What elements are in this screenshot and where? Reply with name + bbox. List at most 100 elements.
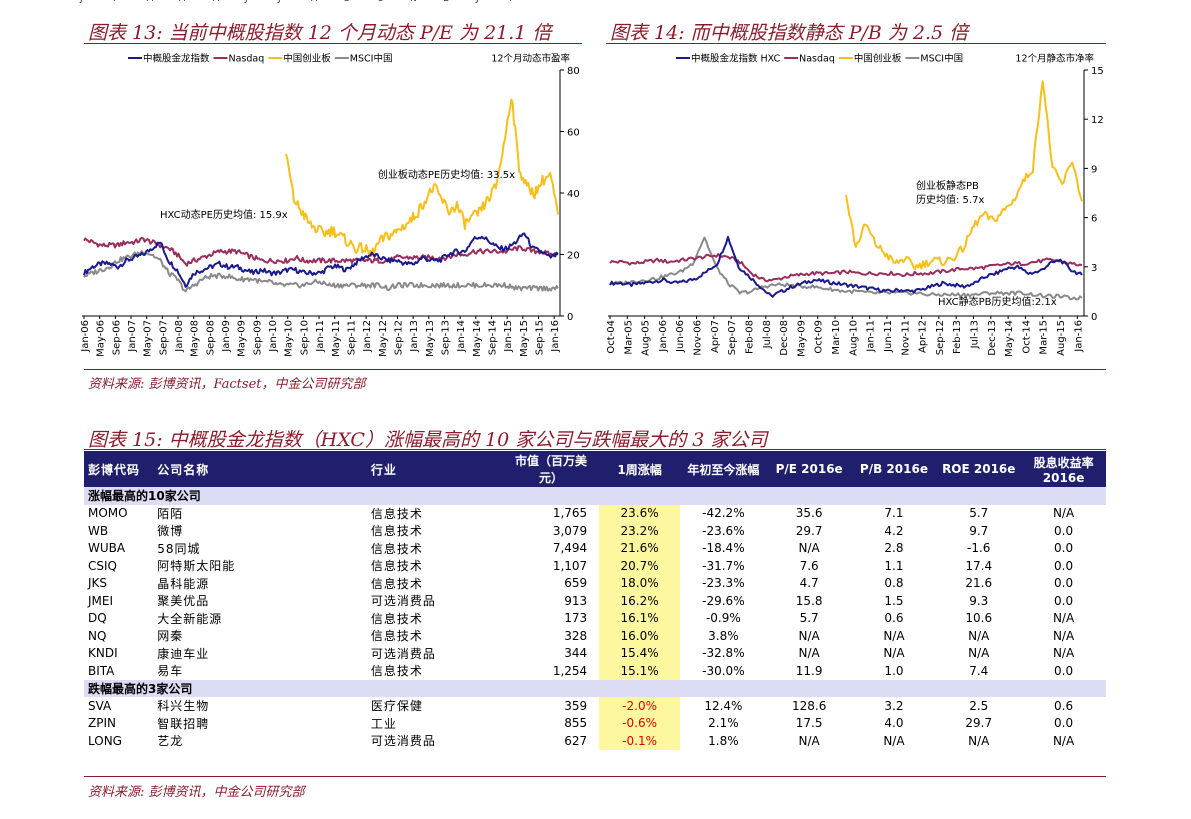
pb-cell: N/A	[883, 646, 905, 661]
pe-cell: 11.9	[795, 663, 823, 678]
industry-cell: 可选消费品	[370, 646, 436, 661]
x-tick-label: Jan-15	[503, 320, 514, 353]
x-tick-label: Sep-11	[346, 320, 357, 355]
industry-cell: 信息技术	[370, 629, 423, 644]
table-row: BITA 易车 信息技术 1,254 15.1% -30.0% 11.9 1.0 7.4 0.0	[84, 662, 1106, 680]
pe-cell: 128.6	[791, 698, 827, 713]
legend-label: Nasdaq	[799, 54, 835, 65]
x-tick-label: Aug-05	[641, 320, 652, 356]
annotation: 历史均值: 5.7x	[916, 193, 984, 206]
x-tick-label: Dec-08	[779, 320, 790, 356]
source1-rule	[84, 369, 1106, 370]
roe-cell: 5.7	[969, 506, 989, 521]
x-tick-label: Sep-07	[727, 320, 738, 355]
x-tick-label: Jan-16	[550, 320, 561, 353]
dividend-yield-cell: 0.0	[1054, 523, 1074, 538]
roe-cell: 9.3	[969, 593, 989, 608]
x-tick-label: Oct-14	[1021, 320, 1032, 354]
ytd-change-cell: 12.4%	[704, 698, 743, 713]
industry-cell: 信息技术	[370, 506, 423, 521]
market-cap-cell: 328	[564, 628, 588, 643]
pb-cell: 1.1	[884, 558, 904, 573]
y-tick-label: 3	[1091, 263, 1097, 274]
ytd-change-cell: -32.8%	[702, 646, 745, 661]
company-cell: 陌陌	[157, 506, 184, 521]
x-tick-label: Feb-13	[952, 320, 963, 354]
x-tick-label: Jan-08	[174, 320, 185, 353]
x-tick-label: Mar-05	[623, 320, 634, 355]
source-note-2: 资料来源: 彭博资讯，中金公司研究部	[88, 785, 305, 800]
hxc-line	[609, 235, 1083, 298]
x-tick-label: Apr-07	[710, 320, 721, 353]
clipped-label: D	[443, 0, 476, 4]
x-tick-label: Jul-08	[762, 320, 773, 349]
table-row: LONG 艺龙 可选消费品 627 -0.1% 1.8% N/A N/A N/A N/A	[84, 732, 1106, 750]
x-tick-label: May-08	[190, 320, 201, 357]
x-tick-label: Sep-13	[440, 320, 451, 355]
x-tick-label: Jan-13	[409, 320, 420, 353]
table-row: ZPIN 智联招聘 工业 855 -0.6% 2.1% 17.5 4.0 29.7 0.0	[84, 714, 1106, 732]
ytd-change-cell: -30.0%	[702, 663, 745, 678]
legend-label: 中国创业板	[283, 53, 331, 65]
pb-cell: 4.2	[884, 523, 904, 538]
roe-cell: 29.7	[965, 716, 993, 731]
x-tick-label: Jan-10	[268, 320, 279, 353]
clipped-top-labels: JFMAMJJASONDJF	[80, 0, 542, 4]
x-tick-label: May-09	[796, 320, 807, 357]
week-change-cell: 16.2%	[599, 592, 680, 610]
pb-cell: 3.2	[884, 698, 904, 713]
x-tick-label: Jan-06	[658, 320, 669, 353]
cyb-line	[285, 98, 559, 257]
industry-cell: 信息技术	[370, 524, 423, 539]
company-cell: 聚美优品	[157, 594, 210, 609]
ytd-change-cell: -31.7%	[702, 558, 745, 573]
x-tick-label: Sep-09	[252, 320, 263, 355]
table-row: JMEI 聚美优品 可选消费品 913 16.2% -29.6% 15.8 1.5 9.3 0.0	[84, 592, 1106, 610]
clipped-label: M	[146, 0, 179, 4]
clipped-label: A	[311, 0, 344, 4]
dividend-yield-cell: 0.6	[1054, 698, 1074, 713]
ticker-cell: JMEI	[88, 593, 114, 608]
ticker-cell: JKS	[88, 576, 108, 591]
x-tick-label: Jan-06	[80, 320, 91, 353]
industry-cell: 信息技术	[370, 559, 423, 574]
clipped-label: J	[245, 0, 278, 4]
dividend-yield-cell: 0.0	[1054, 558, 1074, 573]
x-tick-label: Nov-11	[900, 320, 911, 356]
y-tick-label: 20	[567, 251, 580, 262]
header-ytd-change: 年初至今涨幅	[680, 451, 767, 487]
roe-cell: 21.6	[965, 576, 993, 591]
table-row: WB 微博 信息技术 3,079 23.2% -23.6% 29.7 4.2 9.7 0.0	[84, 522, 1106, 540]
market-cap-cell: 855	[564, 716, 588, 731]
x-tick-label: May-14	[1004, 320, 1015, 357]
x-tick-label: Sep-07	[158, 320, 169, 355]
week-change-cell: -0.1%	[599, 732, 680, 750]
legend-label: 中国创业板	[854, 53, 902, 65]
industry-cell: 医疗保健	[370, 699, 423, 714]
header-1w-change: 1周涨幅	[599, 451, 680, 487]
header-dividend-yield: 股息收益率 2016e	[1021, 451, 1106, 487]
legend-label: Nasdaq	[229, 54, 265, 65]
week-change-cell: 21.6%	[599, 539, 680, 557]
week-change-cell: 16.0%	[599, 627, 680, 645]
msci-line	[83, 250, 559, 293]
ytd-change-cell: -0.9%	[705, 611, 741, 626]
header-industry: 行业	[366, 451, 503, 487]
roe-cell: 9.7	[969, 523, 989, 538]
ytd-change-cell: 2.1%	[708, 716, 739, 731]
pb-cell: 1.0	[884, 663, 904, 678]
header-market-cap: 市值（百万美元）	[502, 451, 600, 487]
x-tick-label: Jul-13	[969, 320, 980, 349]
ticker-cell: LONG	[88, 733, 122, 748]
pe-line-chart: 0 20 40 60 80 Jan-06 May-06 Sep-06 Jan-07 May-07 S…	[80, 53, 580, 357]
fig13-title: 图表 13: 当前中概股指数 12 个月动态 P/E 为 21.1 倍	[88, 22, 552, 44]
y-tick-label: 0	[567, 312, 573, 323]
dividend-yield-cell: N/A	[1052, 628, 1075, 643]
pb-cell: 1.5	[884, 593, 904, 608]
company-cell: 易车	[157, 664, 184, 679]
section-row: 涨幅最高的10家公司	[84, 487, 1106, 505]
week-change-cell: 15.1%	[599, 662, 680, 680]
source-note-1: 资料来源: 彭博资讯，Factset，中金公司研究部	[88, 377, 366, 392]
header-ticker: 彭博代码	[84, 451, 154, 487]
industry-cell: 信息技术	[370, 664, 423, 679]
